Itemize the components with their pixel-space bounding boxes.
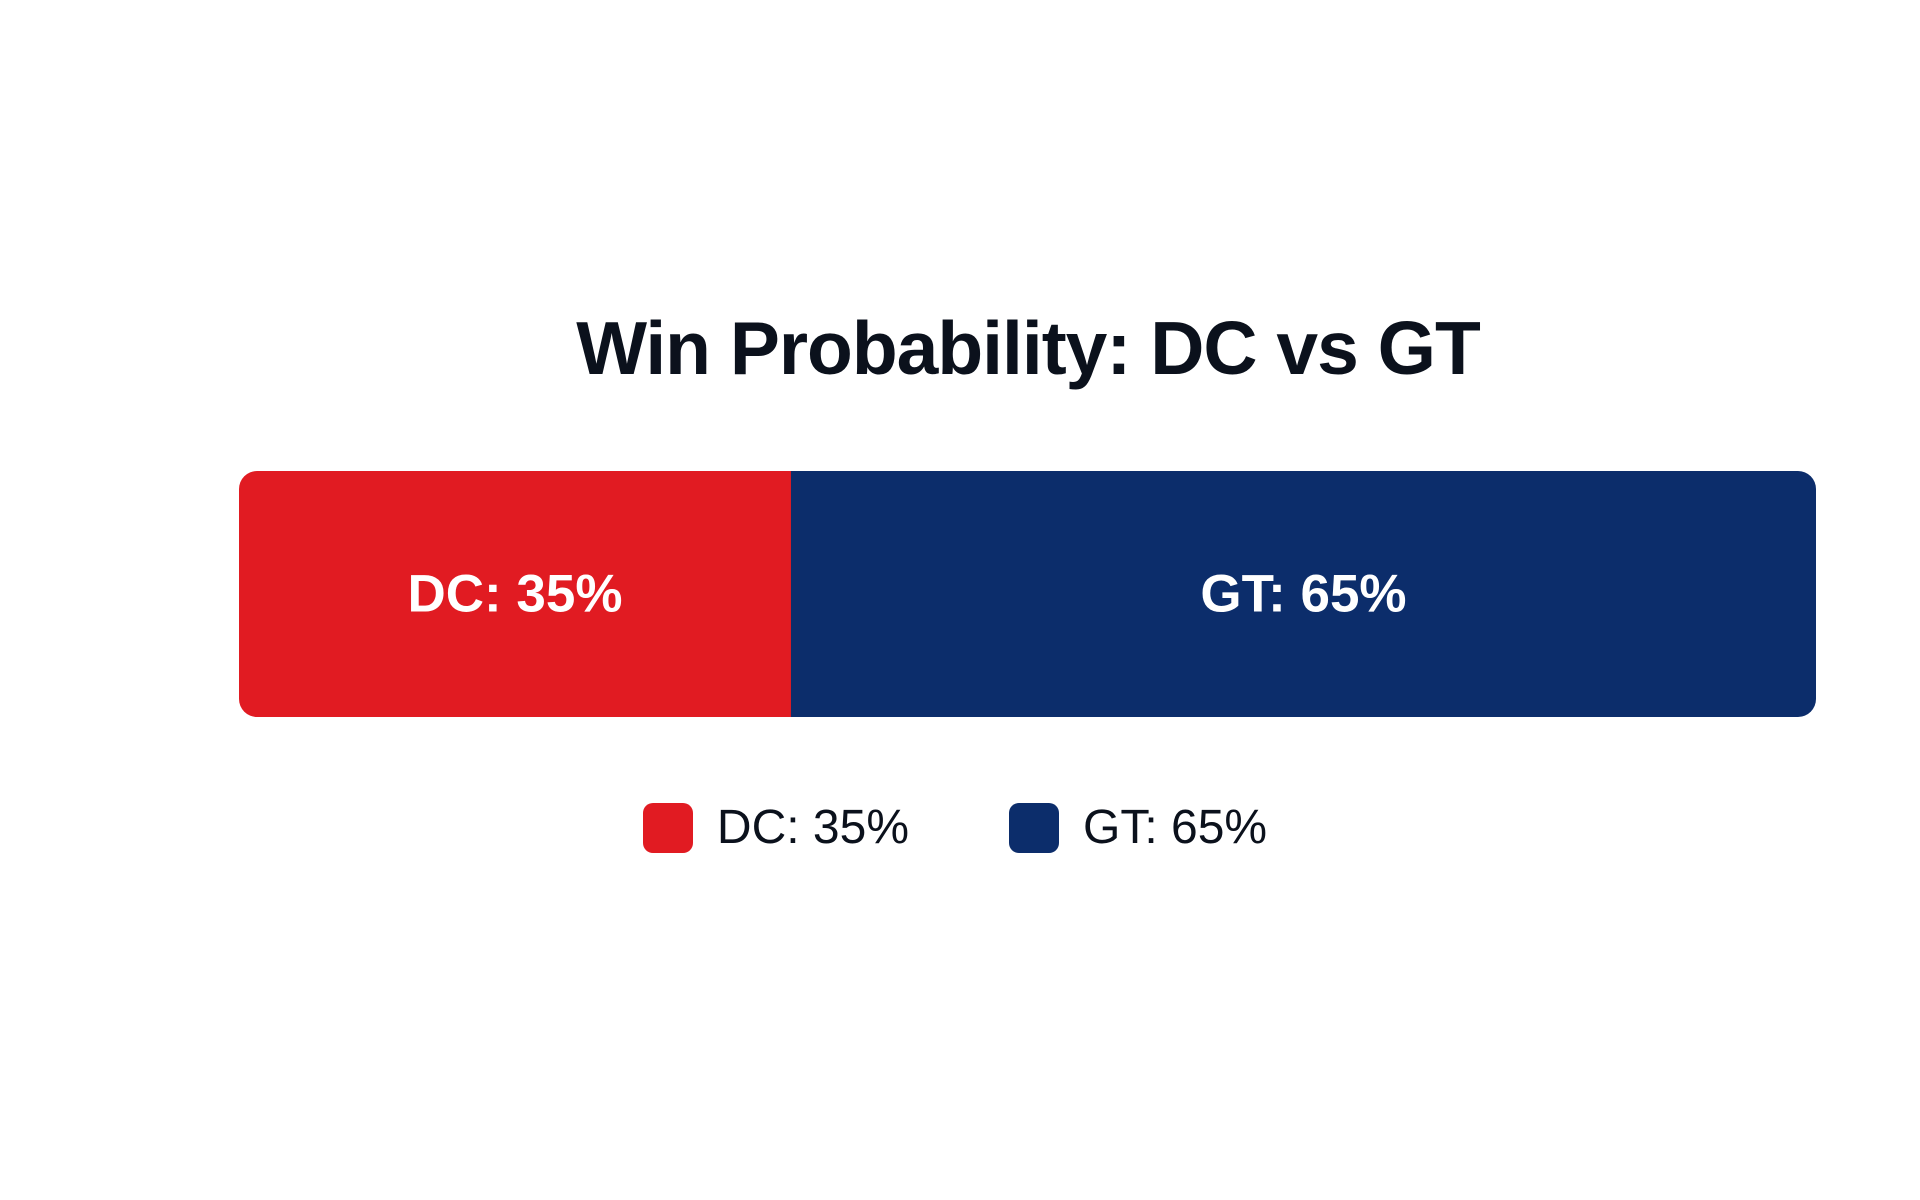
legend-label-gt: GT: 65%	[1083, 801, 1268, 854]
legend-item-dc: DC: 35%	[642, 800, 909, 855]
legend-item-gt: GT: 65%	[1009, 800, 1267, 855]
legend: DC: 35% GT: 65%	[0, 800, 1915, 855]
bar-segment-label-gt: GT: 65%	[1200, 565, 1406, 624]
legend-swatch-dc	[642, 802, 693, 853]
legend-swatch-gt	[1009, 802, 1059, 853]
stacked-bar: DC: 35% GT: 65%	[239, 471, 1816, 717]
stacked-bar-svg: DC: 35% GT: 65%	[239, 471, 1816, 717]
chart-title: Win Probability: DC vs GT	[576, 306, 1481, 390]
legend-label-dc: DC: 35%	[716, 801, 909, 854]
bar-segment-label-dc: DC: 35%	[407, 565, 622, 624]
chart-title-wrapper: Win Probability: DC vs GT	[240, 305, 1816, 391]
bar-segment-dc	[239, 471, 792, 717]
bar-segment-gt	[790, 471, 1816, 717]
